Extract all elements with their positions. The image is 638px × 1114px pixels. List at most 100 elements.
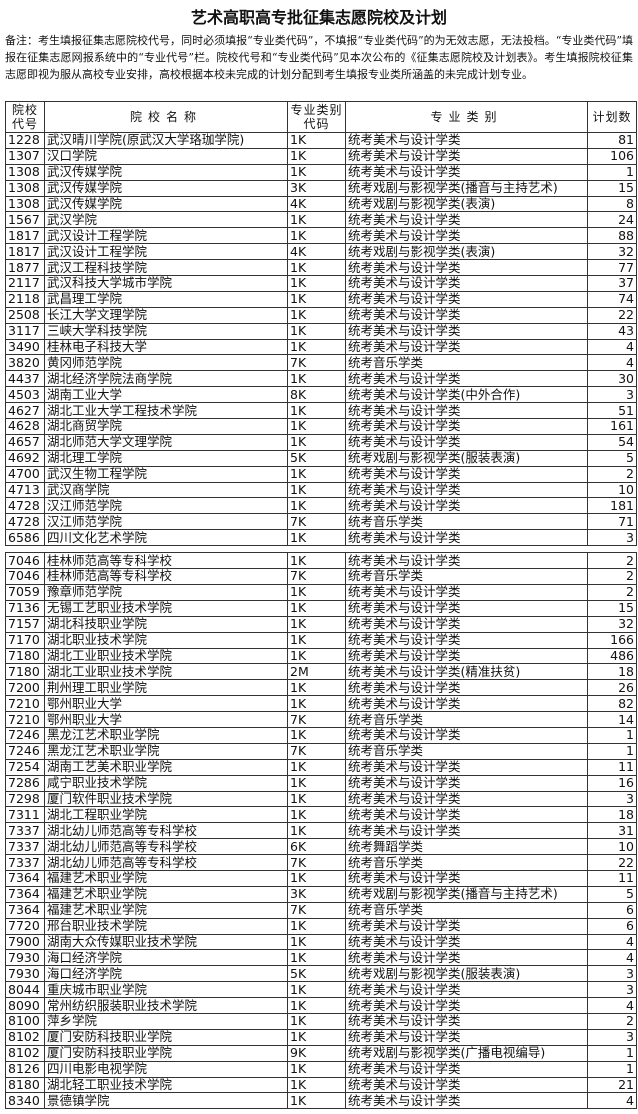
category-code: 1K bbox=[287, 163, 346, 181]
table-row: 1817 武汉设计工程学院 4K 统考戏剧与影视学类(表演) 32 bbox=[5, 243, 637, 261]
school-code: 1308 bbox=[5, 163, 45, 181]
table-row: 1308 武汉传媒学院 4K 统考戏剧与影视学类(表演) 8 bbox=[5, 195, 637, 213]
category: 统考美术与设计学类 bbox=[345, 981, 588, 999]
plan-count: 6 bbox=[587, 901, 637, 919]
category-code: 1K bbox=[287, 997, 346, 1014]
school-name: 景德镇学院 bbox=[44, 1092, 288, 1110]
school-name: 咸宁职业技术学院 bbox=[44, 774, 288, 792]
category: 统考美术与设计学类 bbox=[345, 465, 588, 483]
table-row: 4692 湖北理工学院 5K 统考戏剧与影视学类(服装表演) 5 bbox=[5, 449, 637, 467]
table-row: 4700 武汉生物工程学院 1K 统考美术与设计学类 2 bbox=[5, 465, 637, 483]
table-row: 7200 荆州理工职业学院 1K 统考美术与设计学类 26 bbox=[5, 679, 637, 697]
school-code: 1567 bbox=[5, 211, 45, 229]
table-row: 7364 福建艺术职业学院 7K 统考音乐学类 6 bbox=[5, 901, 637, 919]
school-name: 湖北工业职业技术学院 bbox=[44, 647, 288, 665]
table-row: 6586 四川文化艺术学院 1K 统考美术与设计学类 3 bbox=[5, 529, 637, 547]
category: 统考舞蹈学类 bbox=[345, 838, 588, 856]
section-gap bbox=[5, 545, 637, 554]
category: 统考美术与设计学类 bbox=[345, 275, 588, 292]
plan-count: 18 bbox=[587, 806, 637, 824]
school-code: 6586 bbox=[5, 529, 45, 547]
table-row: 4713 武汉商学院 1K 统考美术与设计学类 10 bbox=[5, 481, 637, 499]
table-row: 8180 湖北轻工职业技术学院 1K 统考美术与设计学类 21 bbox=[5, 1076, 637, 1094]
school-code: 7210 bbox=[5, 695, 45, 713]
school-name: 萍乡学院 bbox=[44, 1012, 288, 1030]
plan-count: 32 bbox=[587, 243, 637, 261]
table-row: 8044 重庆城市职业学院 1K 统考美术与设计学类 3 bbox=[5, 981, 637, 999]
school-name: 武汉商学院 bbox=[44, 481, 288, 499]
category: 统考美术与设计学类 bbox=[345, 259, 588, 277]
category: 统考美术与设计学类 bbox=[345, 552, 588, 570]
table-row: 7337 湖北幼儿师范高等专科学校 7K 统考音乐学类 22 bbox=[5, 854, 637, 871]
column-header: 专业类别代码 bbox=[287, 101, 346, 133]
school-code: 1308 bbox=[5, 179, 45, 197]
plan-count: 11 bbox=[587, 869, 637, 887]
category: 统考美术与设计学类 bbox=[345, 615, 588, 633]
category: 统考美术与设计学类 bbox=[345, 599, 588, 617]
school-code: 8126 bbox=[5, 1060, 45, 1078]
category: 统考美术与设计学类 bbox=[345, 695, 588, 713]
table-row: 1817 武汉设计工程学院 1K 统考美术与设计学类 88 bbox=[5, 227, 637, 245]
category-code: 1K bbox=[287, 758, 346, 776]
school-code: 7180 bbox=[5, 663, 45, 681]
category: 统考美术与设计学类 bbox=[345, 529, 588, 547]
plan-count: 3 bbox=[587, 529, 637, 547]
school-name: 武汉设计工程学院 bbox=[44, 243, 288, 261]
table-row: 7157 湖北科技职业学院 1K 统考美术与设计学类 32 bbox=[5, 615, 637, 633]
category: 统考美术与设计学类 bbox=[345, 402, 588, 420]
school-name: 常州纺织服装职业技术学院 bbox=[44, 997, 288, 1014]
category-code: 1K bbox=[287, 1060, 346, 1078]
category: 统考美术与设计学类 bbox=[345, 1076, 588, 1094]
plan-count: 26 bbox=[587, 679, 637, 697]
category-code: 1K bbox=[287, 822, 346, 840]
category: 统考美术与设计学类 bbox=[345, 163, 588, 181]
school-name: 武汉晴川学院(原武汉大学珞珈学院) bbox=[44, 132, 288, 149]
school-code: 4627 bbox=[5, 402, 45, 420]
school-code: 7210 bbox=[5, 711, 45, 728]
plan-count: 161 bbox=[587, 418, 637, 435]
column-header: 院校名称 bbox=[44, 101, 288, 133]
school-name: 湖北经济学院法商学院 bbox=[44, 370, 288, 388]
school-code: 7254 bbox=[5, 758, 45, 776]
category-code: 1K bbox=[287, 949, 346, 967]
category: 统考戏剧与影视学类(表演) bbox=[345, 243, 588, 261]
category-code: 1K bbox=[287, 869, 346, 887]
table-row: 4728 汉江师范学院 1K 统考美术与设计学类 181 bbox=[5, 497, 637, 515]
table-row: 7337 湖北幼儿师范高等专科学校 6K 统考舞蹈学类 10 bbox=[5, 838, 637, 856]
school-name: 湖北商贸学院 bbox=[44, 418, 288, 435]
school-name: 武汉设计工程学院 bbox=[44, 227, 288, 245]
category: 统考美术与设计学类 bbox=[345, 433, 588, 451]
table-row: 2508 长江大学文理学院 1K 统考美术与设计学类 22 bbox=[5, 306, 637, 324]
table-row: 8102 厦门安防科技职业学院 1K 统考美术与设计学类 3 bbox=[5, 1028, 637, 1046]
table-row: 7298 厦门软件职业技术学院 1K 统考美术与设计学类 3 bbox=[5, 790, 637, 808]
plan-count: 6 bbox=[587, 917, 637, 935]
column-header: 专业类别 bbox=[345, 101, 588, 133]
plan-count: 16 bbox=[587, 774, 637, 792]
category: 统考音乐学类 bbox=[345, 568, 588, 585]
school-code: 7337 bbox=[5, 838, 45, 856]
table-row: 1877 武汉工程科技学院 1K 统考美术与设计学类 77 bbox=[5, 259, 637, 277]
school-code: 7930 bbox=[5, 949, 45, 967]
table-row: 8340 景德镇学院 1K 统考美术与设计学类 4 bbox=[5, 1092, 637, 1110]
school-code: 1817 bbox=[5, 227, 45, 245]
table-row: 7059 豫章师范学院 1K 统考美术与设计学类 2 bbox=[5, 583, 637, 601]
category: 统考美术与设计学类 bbox=[345, 679, 588, 697]
school-code: 7930 bbox=[5, 965, 45, 983]
school-name: 鄂州职业大学 bbox=[44, 695, 288, 713]
note: 备注：考生填报征集志愿院校代号，同时必须填报“专业类代码”，不填报“专业类代码”… bbox=[5, 34, 633, 81]
school-code: 4700 bbox=[5, 465, 45, 483]
category-code: 1K bbox=[287, 481, 346, 499]
school-name: 汉江师范学院 bbox=[44, 497, 288, 515]
school-name: 湖北科技职业学院 bbox=[44, 615, 288, 633]
school-name: 海口经济学院 bbox=[44, 965, 288, 983]
category: 统考美术与设计学类 bbox=[345, 917, 588, 935]
school-code: 7059 bbox=[5, 583, 45, 601]
school-name: 四川电影电视学院 bbox=[44, 1060, 288, 1078]
plan-count: 3 bbox=[587, 981, 637, 999]
school-name: 湖北工业大学工程技术学院 bbox=[44, 402, 288, 420]
category: 统考美术与设计学类 bbox=[345, 726, 588, 744]
plan-count: 5 bbox=[587, 449, 637, 467]
category: 统考美术与设计学类 bbox=[345, 774, 588, 792]
plan-count: 3 bbox=[587, 386, 637, 404]
school-code: 7180 bbox=[5, 647, 45, 665]
